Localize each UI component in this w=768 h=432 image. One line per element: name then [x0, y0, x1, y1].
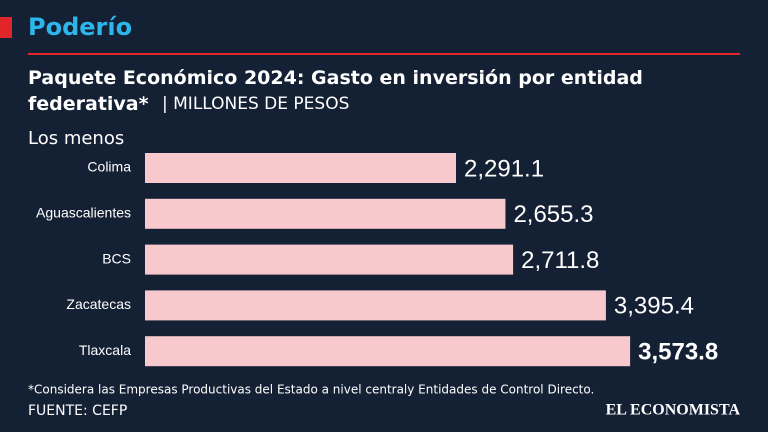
group-label: Los menos: [28, 128, 124, 149]
value-label: 2,291.1: [464, 155, 544, 182]
brand-marker: [0, 17, 12, 38]
category-label: Tlaxcala: [79, 342, 131, 358]
bar: [145, 153, 456, 183]
chart-subtitle: | MILLONES DE PESOS: [162, 94, 349, 114]
footnote: *Considera las Empresas Productivas del …: [28, 383, 594, 397]
value-label: 3,395.4: [614, 293, 694, 320]
chart-title: Paquete Económico 2024: Gasto en inversi…: [28, 67, 643, 115]
brand: Poderío: [28, 13, 132, 41]
source: FUENTE: CEFP: [28, 403, 127, 419]
value-label: 2,711.8: [521, 247, 599, 274]
category-label: Aguascalientes: [36, 205, 131, 221]
category-label: Colima: [87, 159, 131, 175]
bar: [145, 336, 631, 367]
bar: [145, 290, 606, 321]
category-label: Zacatecas: [66, 296, 131, 312]
category-label: BCS: [102, 250, 131, 266]
value-label: 2,655.3: [513, 201, 593, 228]
bar: [145, 198, 506, 229]
logo: EL ECONOMISTA: [606, 402, 741, 419]
value-label: 3,573.8: [638, 339, 718, 366]
bar: [145, 244, 514, 275]
